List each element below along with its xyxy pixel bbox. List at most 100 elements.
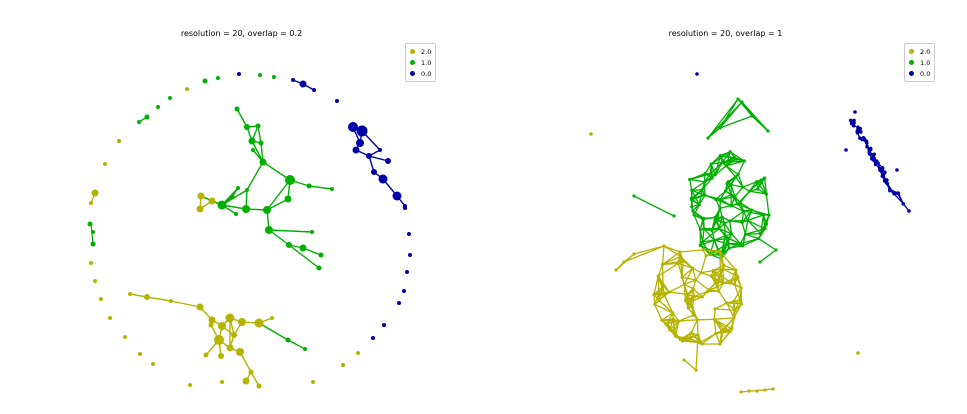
edge [743,210,764,216]
edge [661,319,679,322]
legend-label: 1.0 [920,58,931,67]
node [750,208,754,212]
edge [714,317,735,320]
legend-marker-icon [410,49,415,54]
node [208,316,216,324]
node [691,286,695,291]
node [689,196,693,201]
legend-label: 2.0 [920,47,931,56]
edge [707,101,743,139]
ring-node [397,301,401,305]
edge [730,184,736,197]
edge [667,320,679,325]
edge [714,302,728,310]
edge [758,238,777,251]
node [702,227,706,231]
node [733,156,737,160]
node [757,237,761,241]
node [729,232,734,236]
edge [730,282,742,289]
node [371,169,377,175]
node [727,236,731,240]
node [348,122,358,132]
edge [661,245,665,265]
node [892,191,896,196]
edge [727,173,739,183]
edge [723,223,733,235]
edge [666,312,674,324]
edge [251,140,264,163]
edge [692,267,697,281]
edge [704,163,712,174]
node [137,120,141,124]
node [197,192,205,200]
edge [721,157,735,164]
edge [720,274,731,284]
node [318,252,324,258]
node [766,129,770,133]
edge [710,151,731,165]
edge [700,269,714,274]
node [882,179,887,183]
edge [684,279,697,286]
ring-node [335,99,339,103]
edge [657,262,679,277]
edge [663,294,674,314]
node [729,203,733,208]
node [678,250,682,254]
edge [683,267,694,285]
node [774,248,778,252]
node [896,191,901,196]
node [743,232,748,236]
edge [681,267,694,278]
node [622,260,626,264]
node [671,317,675,321]
node [225,313,235,323]
node [291,78,295,82]
node [715,218,719,222]
node [763,227,767,231]
node [739,286,743,290]
legend-marker-icon [410,71,415,76]
edge [715,333,721,345]
node [378,174,388,184]
edge [729,210,744,222]
edge [725,165,739,175]
edge [712,270,724,284]
edge [708,289,719,292]
edge [663,245,681,253]
node [270,316,274,320]
edge [691,189,703,192]
node [632,252,636,256]
node [763,176,767,180]
edge [669,291,688,295]
node [672,214,676,218]
node [703,180,707,184]
edge [718,228,730,239]
node [218,353,224,359]
node [732,299,736,304]
edge [696,319,699,336]
edge [623,245,665,263]
node [714,280,718,284]
node [697,203,701,207]
node [285,337,291,343]
node [844,148,848,152]
edge [681,260,684,278]
node [652,292,656,297]
edge [683,359,697,371]
edge [719,251,722,275]
ring-node [185,87,189,91]
node [689,300,693,304]
node [683,298,687,302]
edge [749,179,762,192]
node [251,148,255,152]
edge [257,125,262,144]
edge [701,177,713,191]
edge [702,241,711,255]
edge [742,234,747,246]
ring-node [371,336,375,340]
node [632,194,636,198]
edge [742,181,757,188]
node [720,160,724,165]
